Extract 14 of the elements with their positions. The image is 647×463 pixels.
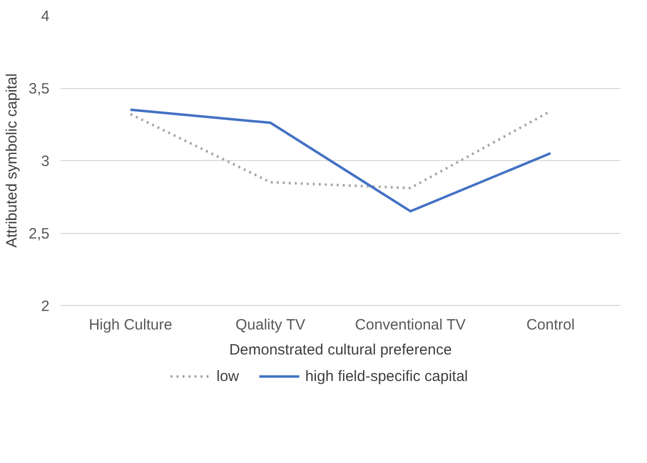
x-tick-label: High Culture	[88, 316, 172, 334]
x-tick-label: Quality TV	[235, 316, 306, 334]
legend-label: low	[216, 368, 240, 385]
y-tick-label: 3,5	[28, 80, 50, 98]
x-tick-label: Conventional TV	[355, 316, 466, 334]
y-tick-label: 2	[41, 298, 50, 315]
x-tick-label: Control	[526, 316, 575, 334]
y-tick-label: 3	[41, 153, 50, 170]
y-tick-label: 2,5	[28, 226, 50, 242]
legend-label: high field-specific capital	[305, 368, 468, 385]
line-series	[129, 108, 552, 212]
y-tick-label: 4	[41, 8, 50, 25]
x-axis-title: Demonstrated cultural preference	[229, 342, 452, 358]
y-axis-title: Attributed symbolic capital	[4, 73, 21, 248]
